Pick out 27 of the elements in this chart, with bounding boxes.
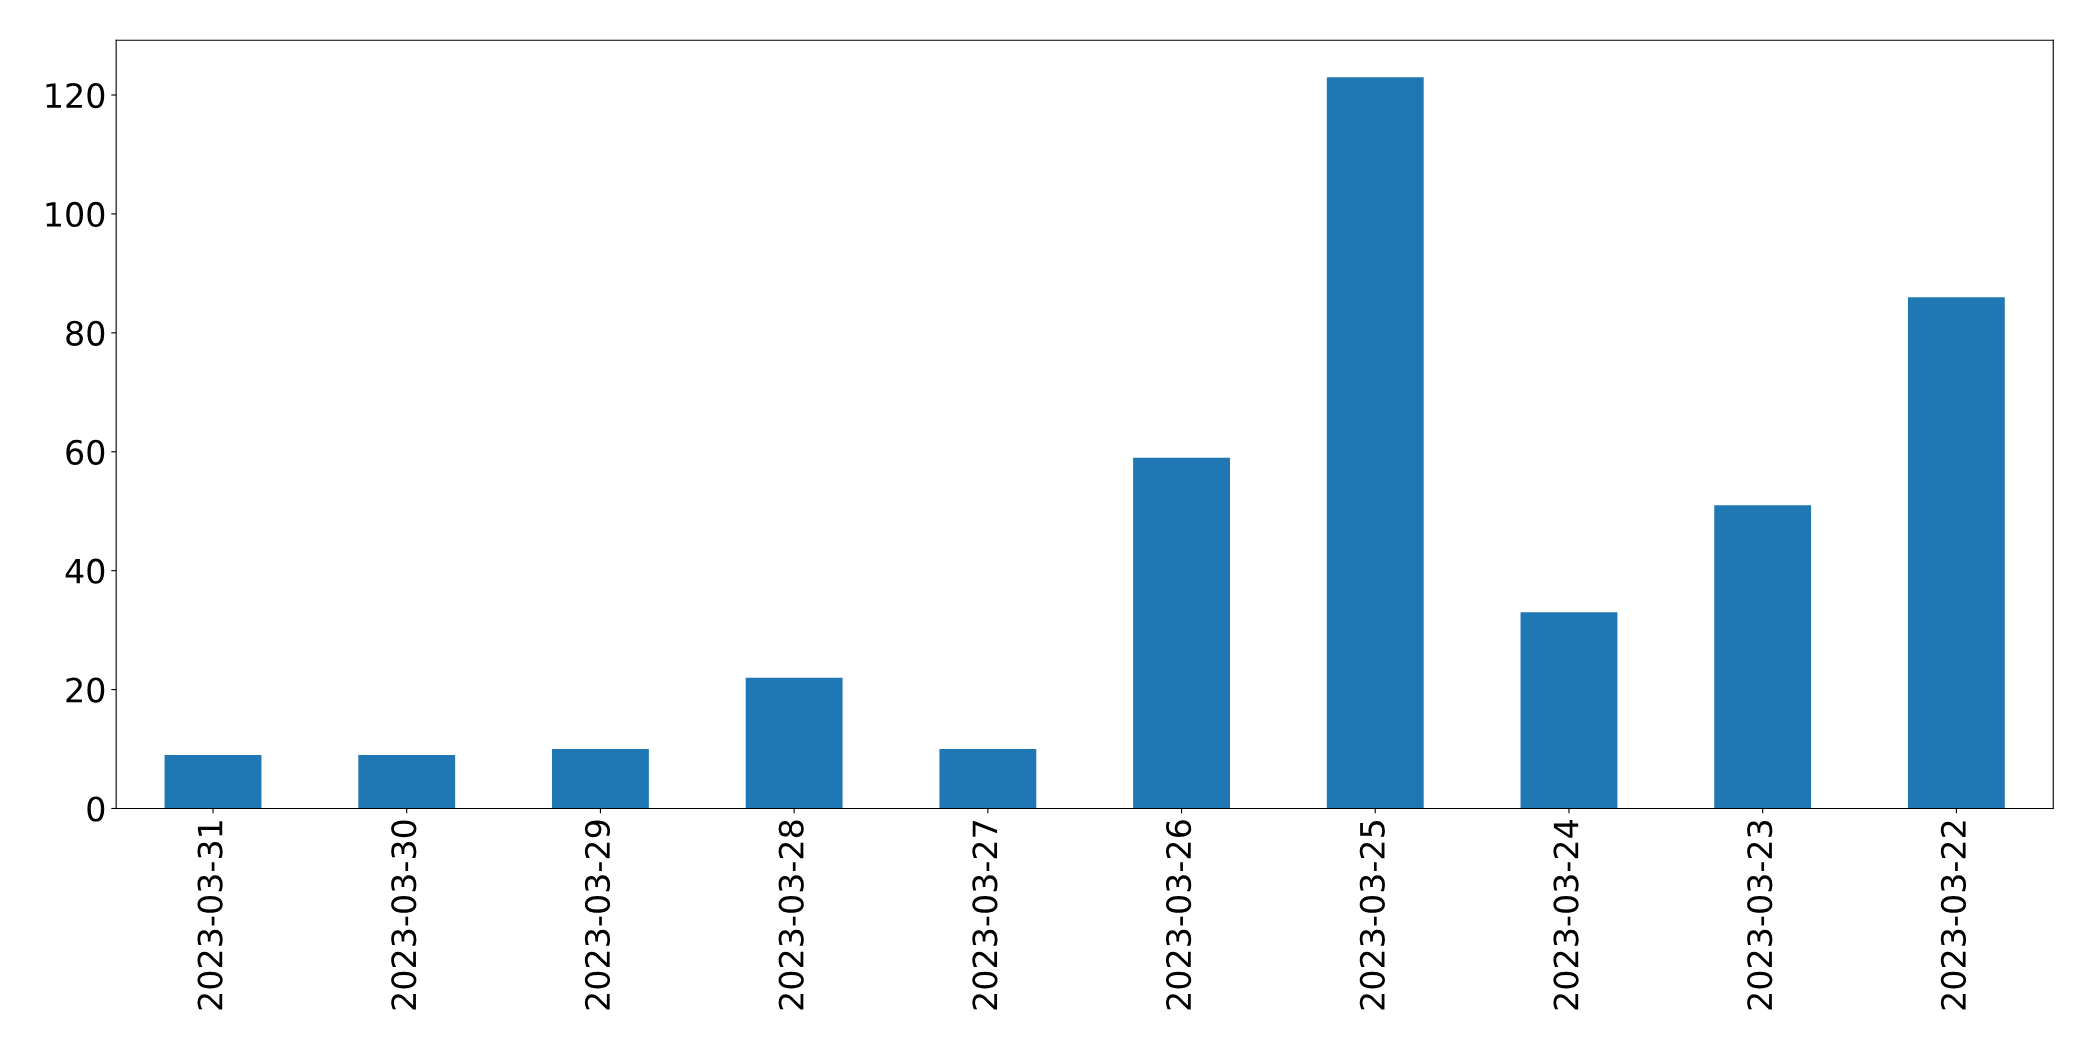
x-tick-label: 2023-03-29	[584, 820, 611, 1010]
x-tick-label: 2023-03-31	[197, 821, 223, 1010]
bar	[1907, 297, 2005, 809]
x-tick-label: 2023-03-24	[1553, 820, 1579, 1010]
bar	[1326, 77, 1424, 809]
x-tick-label: 2023-03-25	[1359, 821, 1385, 1010]
y-tick-label: 0	[87, 796, 105, 822]
x-tick-label: 2023-03-27	[972, 821, 998, 1010]
x-tick-label: 2023-03-23	[1747, 820, 1773, 1010]
bar	[939, 749, 1037, 809]
bar	[1714, 505, 1812, 809]
bar	[552, 749, 649, 809]
y-tick-label: 80	[66, 320, 105, 346]
y-tick-label: 60	[66, 439, 105, 465]
x-tick-label: 2023-03-30	[391, 820, 417, 1010]
y-tick-label: 40	[65, 558, 105, 584]
bar	[1133, 457, 1230, 809]
y-tick-label: 100	[46, 201, 105, 228]
y-tick-label: 20	[66, 677, 105, 703]
y-tick-label: 120	[46, 82, 105, 109]
x-tick-label: 2023-03-28	[778, 820, 804, 1010]
bar	[1520, 612, 1618, 809]
bar	[745, 677, 843, 809]
bar	[164, 754, 262, 809]
x-tick-label: 2023-03-26	[1166, 820, 1192, 1010]
bar	[358, 754, 456, 809]
x-tick-label: 2023-03-22	[1940, 821, 1967, 1010]
